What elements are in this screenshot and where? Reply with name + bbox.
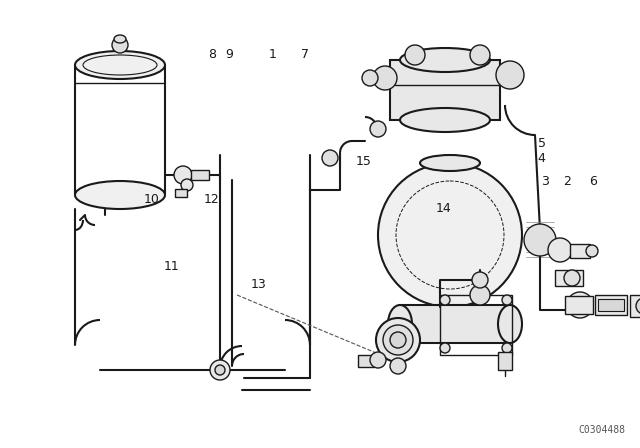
Circle shape: [440, 343, 450, 353]
Circle shape: [373, 66, 397, 90]
Ellipse shape: [400, 108, 490, 132]
Bar: [630, 295, 640, 317]
Ellipse shape: [388, 305, 412, 343]
Text: 4: 4: [538, 152, 545, 165]
Text: 3: 3: [541, 175, 548, 188]
Text: 9: 9: [225, 48, 233, 61]
Circle shape: [470, 45, 490, 65]
Circle shape: [390, 358, 406, 374]
Bar: [555, 270, 583, 286]
Circle shape: [376, 318, 420, 362]
Ellipse shape: [114, 35, 126, 43]
Ellipse shape: [75, 181, 165, 209]
Text: 15: 15: [355, 155, 371, 168]
Bar: [440, 295, 512, 355]
Bar: [175, 189, 187, 197]
Text: 6: 6: [589, 175, 596, 188]
Circle shape: [370, 121, 386, 137]
Text: 1: 1: [269, 48, 276, 61]
Circle shape: [472, 272, 488, 288]
Circle shape: [383, 325, 413, 355]
Circle shape: [502, 295, 512, 305]
Text: 10: 10: [144, 193, 160, 206]
Circle shape: [322, 150, 338, 166]
Circle shape: [210, 360, 230, 380]
Circle shape: [378, 163, 522, 307]
Ellipse shape: [498, 305, 522, 343]
Circle shape: [502, 343, 512, 353]
Circle shape: [215, 365, 225, 375]
Bar: [400, 305, 510, 343]
Circle shape: [636, 298, 640, 314]
Text: 14: 14: [435, 202, 451, 215]
Circle shape: [524, 224, 556, 256]
Ellipse shape: [400, 48, 490, 72]
Text: 8: 8: [208, 48, 216, 61]
Text: 5: 5: [538, 137, 545, 150]
Circle shape: [440, 295, 450, 305]
Text: 13: 13: [251, 278, 267, 291]
Circle shape: [548, 238, 572, 262]
Bar: [598, 299, 624, 311]
Circle shape: [470, 285, 490, 305]
Text: C0304488: C0304488: [578, 425, 625, 435]
Bar: [191, 170, 209, 180]
Circle shape: [174, 166, 192, 184]
Text: 12: 12: [204, 193, 220, 206]
Circle shape: [586, 245, 598, 257]
Bar: [358, 355, 374, 367]
Bar: [570, 244, 590, 258]
Bar: [390, 60, 500, 120]
Circle shape: [181, 179, 193, 191]
Bar: [565, 296, 593, 314]
Circle shape: [390, 332, 406, 348]
Circle shape: [370, 352, 386, 368]
Text: 7: 7: [301, 48, 308, 61]
Circle shape: [567, 292, 593, 318]
Circle shape: [564, 270, 580, 286]
Text: 2: 2: [563, 175, 571, 188]
Bar: [595, 295, 627, 315]
Bar: [498, 352, 512, 370]
Circle shape: [496, 61, 524, 89]
Circle shape: [112, 37, 128, 53]
Ellipse shape: [75, 51, 165, 79]
Ellipse shape: [420, 155, 480, 171]
Circle shape: [362, 70, 378, 86]
Circle shape: [405, 45, 425, 65]
Text: 11: 11: [163, 260, 179, 273]
